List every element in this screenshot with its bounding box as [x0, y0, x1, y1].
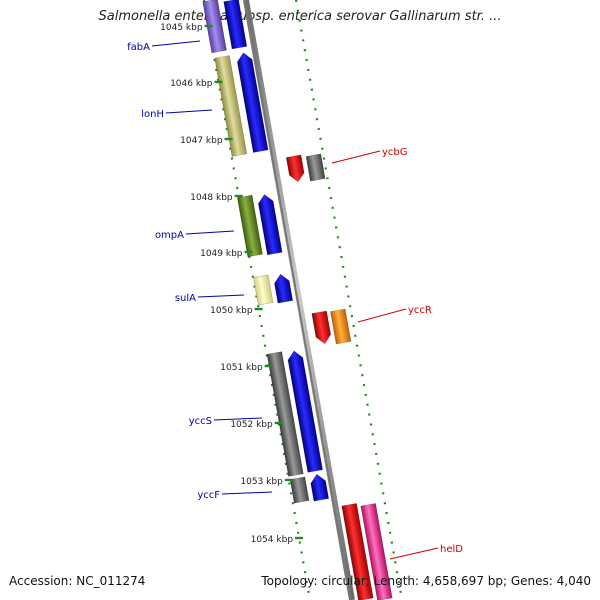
tick-label: 1048 kbp: [190, 193, 233, 203]
genome-backbone-edge: [243, 0, 352, 600]
gene-leader-line: [221, 491, 273, 495]
tick-label: 1051 kbp: [220, 363, 263, 373]
tick-labels: 1045 kbp 1046 kbp 1047 kbp 1048 kbp 1049 kbp…: [160, 23, 304, 545]
cds-feature: [310, 473, 330, 502]
tick-label: 1054 kbp: [251, 535, 294, 545]
cds-feature: [287, 350, 323, 473]
gene-leader-line: [389, 547, 439, 560]
genome-backbone-line: [243, 0, 355, 600]
cds-feature: [274, 273, 294, 304]
cds-feature: [266, 351, 304, 477]
cds-feature: [214, 55, 248, 157]
tick-label: 1049 kbp: [200, 249, 243, 259]
tick-label: 1046 kbp: [170, 79, 213, 89]
genome-summary-text: Topology: circular; Length: 4,658,697 bp…: [261, 574, 591, 588]
gene-label-lonH: lonH: [141, 109, 164, 120]
cds-feature: [285, 154, 305, 183]
gene-leader-line: [197, 294, 245, 298]
left-tick-track: [202, 0, 312, 600]
cds-feature: [202, 0, 227, 54]
gene-leader-line: [165, 109, 213, 114]
gene-label-yccF: yccF: [197, 490, 220, 501]
gene-labels: fabA lonH ompA sulA yccS yccF ycbG yccR helD: [127, 40, 463, 560]
gene-label-sulA: sulA: [175, 293, 196, 304]
tick-tracks: [202, 0, 404, 600]
cds-feature: [223, 0, 248, 50]
cds-feature: [258, 194, 283, 256]
gene-label-fabA: fabA: [127, 42, 150, 53]
gene-leader-line: [185, 230, 235, 235]
tick-label: 1050 kbp: [210, 306, 253, 316]
cds-feature: [330, 308, 352, 345]
tick-label: 1052 kbp: [230, 420, 273, 430]
gene-leader-line: [331, 150, 381, 164]
cds-features: [202, 0, 393, 600]
gene-label-yccR: yccR: [408, 305, 432, 316]
gene-leader-line: [357, 308, 407, 323]
cds-feature: [253, 274, 274, 306]
gene-label-ycbG: ycbG: [382, 147, 408, 158]
tick-label: 1045 kbp: [160, 23, 203, 33]
accession-text: Accession: NC_011274: [9, 574, 146, 588]
gene-label-helD: helD: [440, 544, 463, 555]
backbone: [243, 0, 355, 600]
cds-feature: [305, 153, 326, 182]
tick-label: 1047 kbp: [180, 136, 223, 146]
gene-label-ompA: ompA: [155, 230, 184, 241]
map-title: Salmonella enterica subsp. enterica sero…: [98, 9, 502, 24]
gene-leader-line: [151, 40, 201, 47]
cds-feature: [236, 194, 263, 258]
tick-label: 1053 kbp: [240, 477, 283, 487]
right-tick-track: [294, 0, 404, 600]
cds-feature: [289, 476, 310, 504]
gene-leader-line: [213, 417, 263, 421]
cds-feature: [237, 52, 269, 153]
cds-feature: [311, 310, 332, 345]
cds-feature: [360, 503, 393, 600]
cds-feature: [341, 503, 374, 600]
gene-label-yccS: yccS: [189, 416, 212, 427]
